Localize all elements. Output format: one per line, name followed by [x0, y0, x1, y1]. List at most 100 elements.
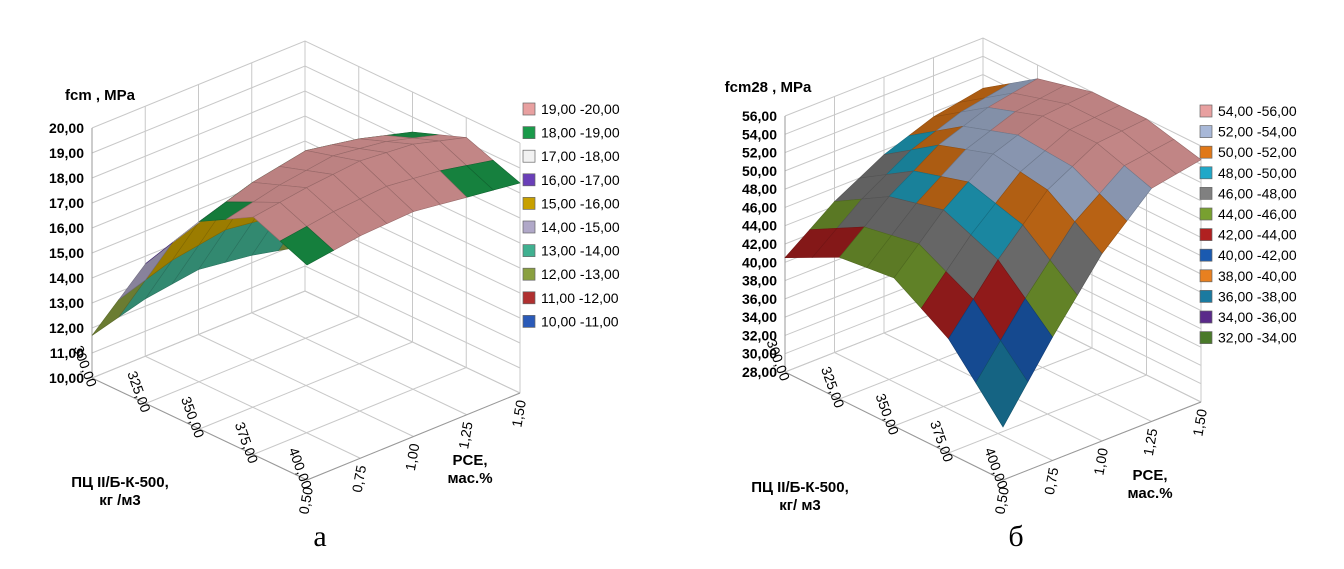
legend-label: 44,00 -46,00: [1218, 206, 1297, 222]
legend-swatch: [1199, 290, 1213, 303]
legend-label: 18,00 -19,00: [541, 125, 620, 141]
y-tick-label: 1,50: [508, 399, 529, 429]
legend: 19,00 -20,00 18,00 -19,00 17,00 -18,00 16,0…: [522, 101, 620, 329]
y-axis-title: мас.%: [1127, 485, 1172, 502]
legend-label: 10,00 -11,00: [541, 313, 619, 329]
surface-patch: [975, 340, 1029, 428]
legend-label: 34,00 -36,00: [1218, 309, 1297, 325]
z-tick-label: 30,00: [742, 346, 777, 362]
x-axis-title: ПЦ II/Б-К-500,: [751, 479, 849, 496]
x-tick-label: 325,00: [124, 369, 154, 415]
z-tick-label: 15,00: [49, 245, 84, 261]
legend-swatch: [1199, 228, 1213, 241]
x-axis-title: ПЦ II/Б-К-500,: [71, 474, 169, 491]
z-tick-label: 46,00: [742, 199, 777, 215]
z-tick-label: 48,00: [742, 181, 777, 197]
caption-a: а: [313, 520, 327, 553]
legend-label: 15,00 -16,00: [541, 195, 620, 211]
legend-label: 19,00 -20,00: [541, 101, 620, 117]
z-tick-label: 50,00: [742, 163, 777, 179]
legend-label: 54,00 -56,00: [1218, 103, 1297, 119]
y-axis-line: [306, 392, 521, 481]
legend-swatch: [1199, 248, 1213, 262]
surface: [784, 78, 1202, 428]
legend-swatch: [522, 291, 536, 305]
z-tick-label: 13,00: [49, 295, 84, 311]
z-tick-label: 38,00: [742, 273, 777, 289]
legend-label: 32,00 -34,00: [1218, 330, 1297, 346]
z-axis-title: fcm , MPa: [65, 87, 136, 104]
wall-gridline: [91, 290, 521, 394]
z-tick-label: 17,00: [49, 195, 84, 211]
z-tick-label: 16,00: [49, 220, 84, 236]
legend-label: 36,00 -38,00: [1218, 288, 1297, 304]
x-axis-line: [784, 371, 1004, 481]
legend-label: 42,00 -44,00: [1218, 227, 1297, 243]
y-tick-label: 1,25: [455, 420, 476, 450]
legend-swatch: [1199, 331, 1213, 344]
chart-panel-a: 10,00 11,00 12,00 13,00 14,00 15,00 16,00 17,00…: [49, 40, 620, 516]
legend-swatch: [1199, 187, 1213, 200]
legend-label: 52,00 -54,00: [1218, 124, 1297, 140]
legend-swatch: [1199, 125, 1213, 138]
z-tick-label: 20,00: [49, 120, 84, 136]
x-axis-line: [91, 377, 308, 481]
y-tick-label: 1,00: [402, 442, 423, 472]
surface-patch: [279, 226, 335, 266]
floor-gridline: [145, 355, 361, 459]
legend-swatch: [522, 149, 536, 163]
z-tick-label: 11,00: [50, 345, 84, 361]
y-axis-title: мас.%: [447, 470, 492, 487]
legend-label: 17,00 -18,00: [541, 148, 620, 164]
y-tick-label: 0,50: [295, 486, 316, 516]
x-tick-label: 375,00: [232, 420, 262, 466]
floor-gridline: [198, 334, 414, 437]
y-tick-label: 1,00: [1090, 447, 1111, 477]
legend-swatch: [522, 220, 536, 234]
z-tick-label: 32,00: [742, 327, 777, 343]
x-tick-label: 400,00: [286, 445, 316, 491]
z-tick-label: 36,00: [742, 291, 777, 307]
surface: [91, 131, 521, 336]
legend-swatch: [1199, 166, 1213, 180]
legend-swatch: [522, 315, 536, 328]
legend-swatch: [1199, 207, 1213, 221]
legend-swatch: [522, 102, 536, 116]
x-axis-title: кг /м3: [99, 492, 141, 509]
z-tick-label: 40,00: [742, 254, 777, 270]
legend-label: 11,00 -12,00: [541, 290, 619, 306]
z-tick-label: 56,00: [742, 108, 777, 124]
z-tick-label: 54,00: [742, 126, 777, 142]
legend-label: 14,00 -15,00: [541, 219, 620, 235]
legend-label: 12,00 -13,00: [541, 266, 620, 282]
legend-label: 48,00 -50,00: [1218, 165, 1297, 181]
z-tick-label: 12,00: [49, 320, 84, 336]
z-tick-label: 10,00: [49, 370, 84, 386]
legend-swatch: [1199, 269, 1213, 283]
z-tick-label: 14,00: [49, 270, 84, 286]
x-axis-title: кг/ м3: [779, 497, 821, 514]
y-tick-label: 1,25: [1140, 427, 1161, 457]
legend: 54,00 -56,00 52,00 -54,00 50,00 -52,00 48,0…: [1199, 103, 1297, 346]
chart-panel-b: 28,00 30,00 32,00 34,00 36,00 38,00 40,00 42,00…: [725, 37, 1297, 515]
x-tick-label: 325,00: [818, 364, 848, 410]
legend-swatch: [522, 267, 536, 281]
x-tick-label: 350,00: [873, 391, 903, 437]
caption-b: б: [1008, 520, 1024, 553]
x-tick-label: 400,00: [982, 445, 1012, 491]
z-tick-label: 18,00: [49, 170, 84, 186]
legend-label: 38,00 -40,00: [1218, 268, 1297, 284]
x-tick-label: 375,00: [927, 418, 957, 464]
floor-gridline: [251, 312, 467, 416]
legend-swatch: [522, 244, 536, 257]
z-tick-label: 28,00: [742, 364, 777, 380]
x-tick-label: 350,00: [178, 394, 208, 440]
legend-label: 13,00 -14,00: [541, 243, 620, 259]
floor-gridline: [834, 352, 1053, 461]
z-tick-label: 52,00: [742, 145, 777, 161]
legend-swatch: [522, 126, 536, 139]
z-tick-label: 19,00: [49, 145, 84, 161]
z-tick-label: 42,00: [742, 236, 777, 252]
